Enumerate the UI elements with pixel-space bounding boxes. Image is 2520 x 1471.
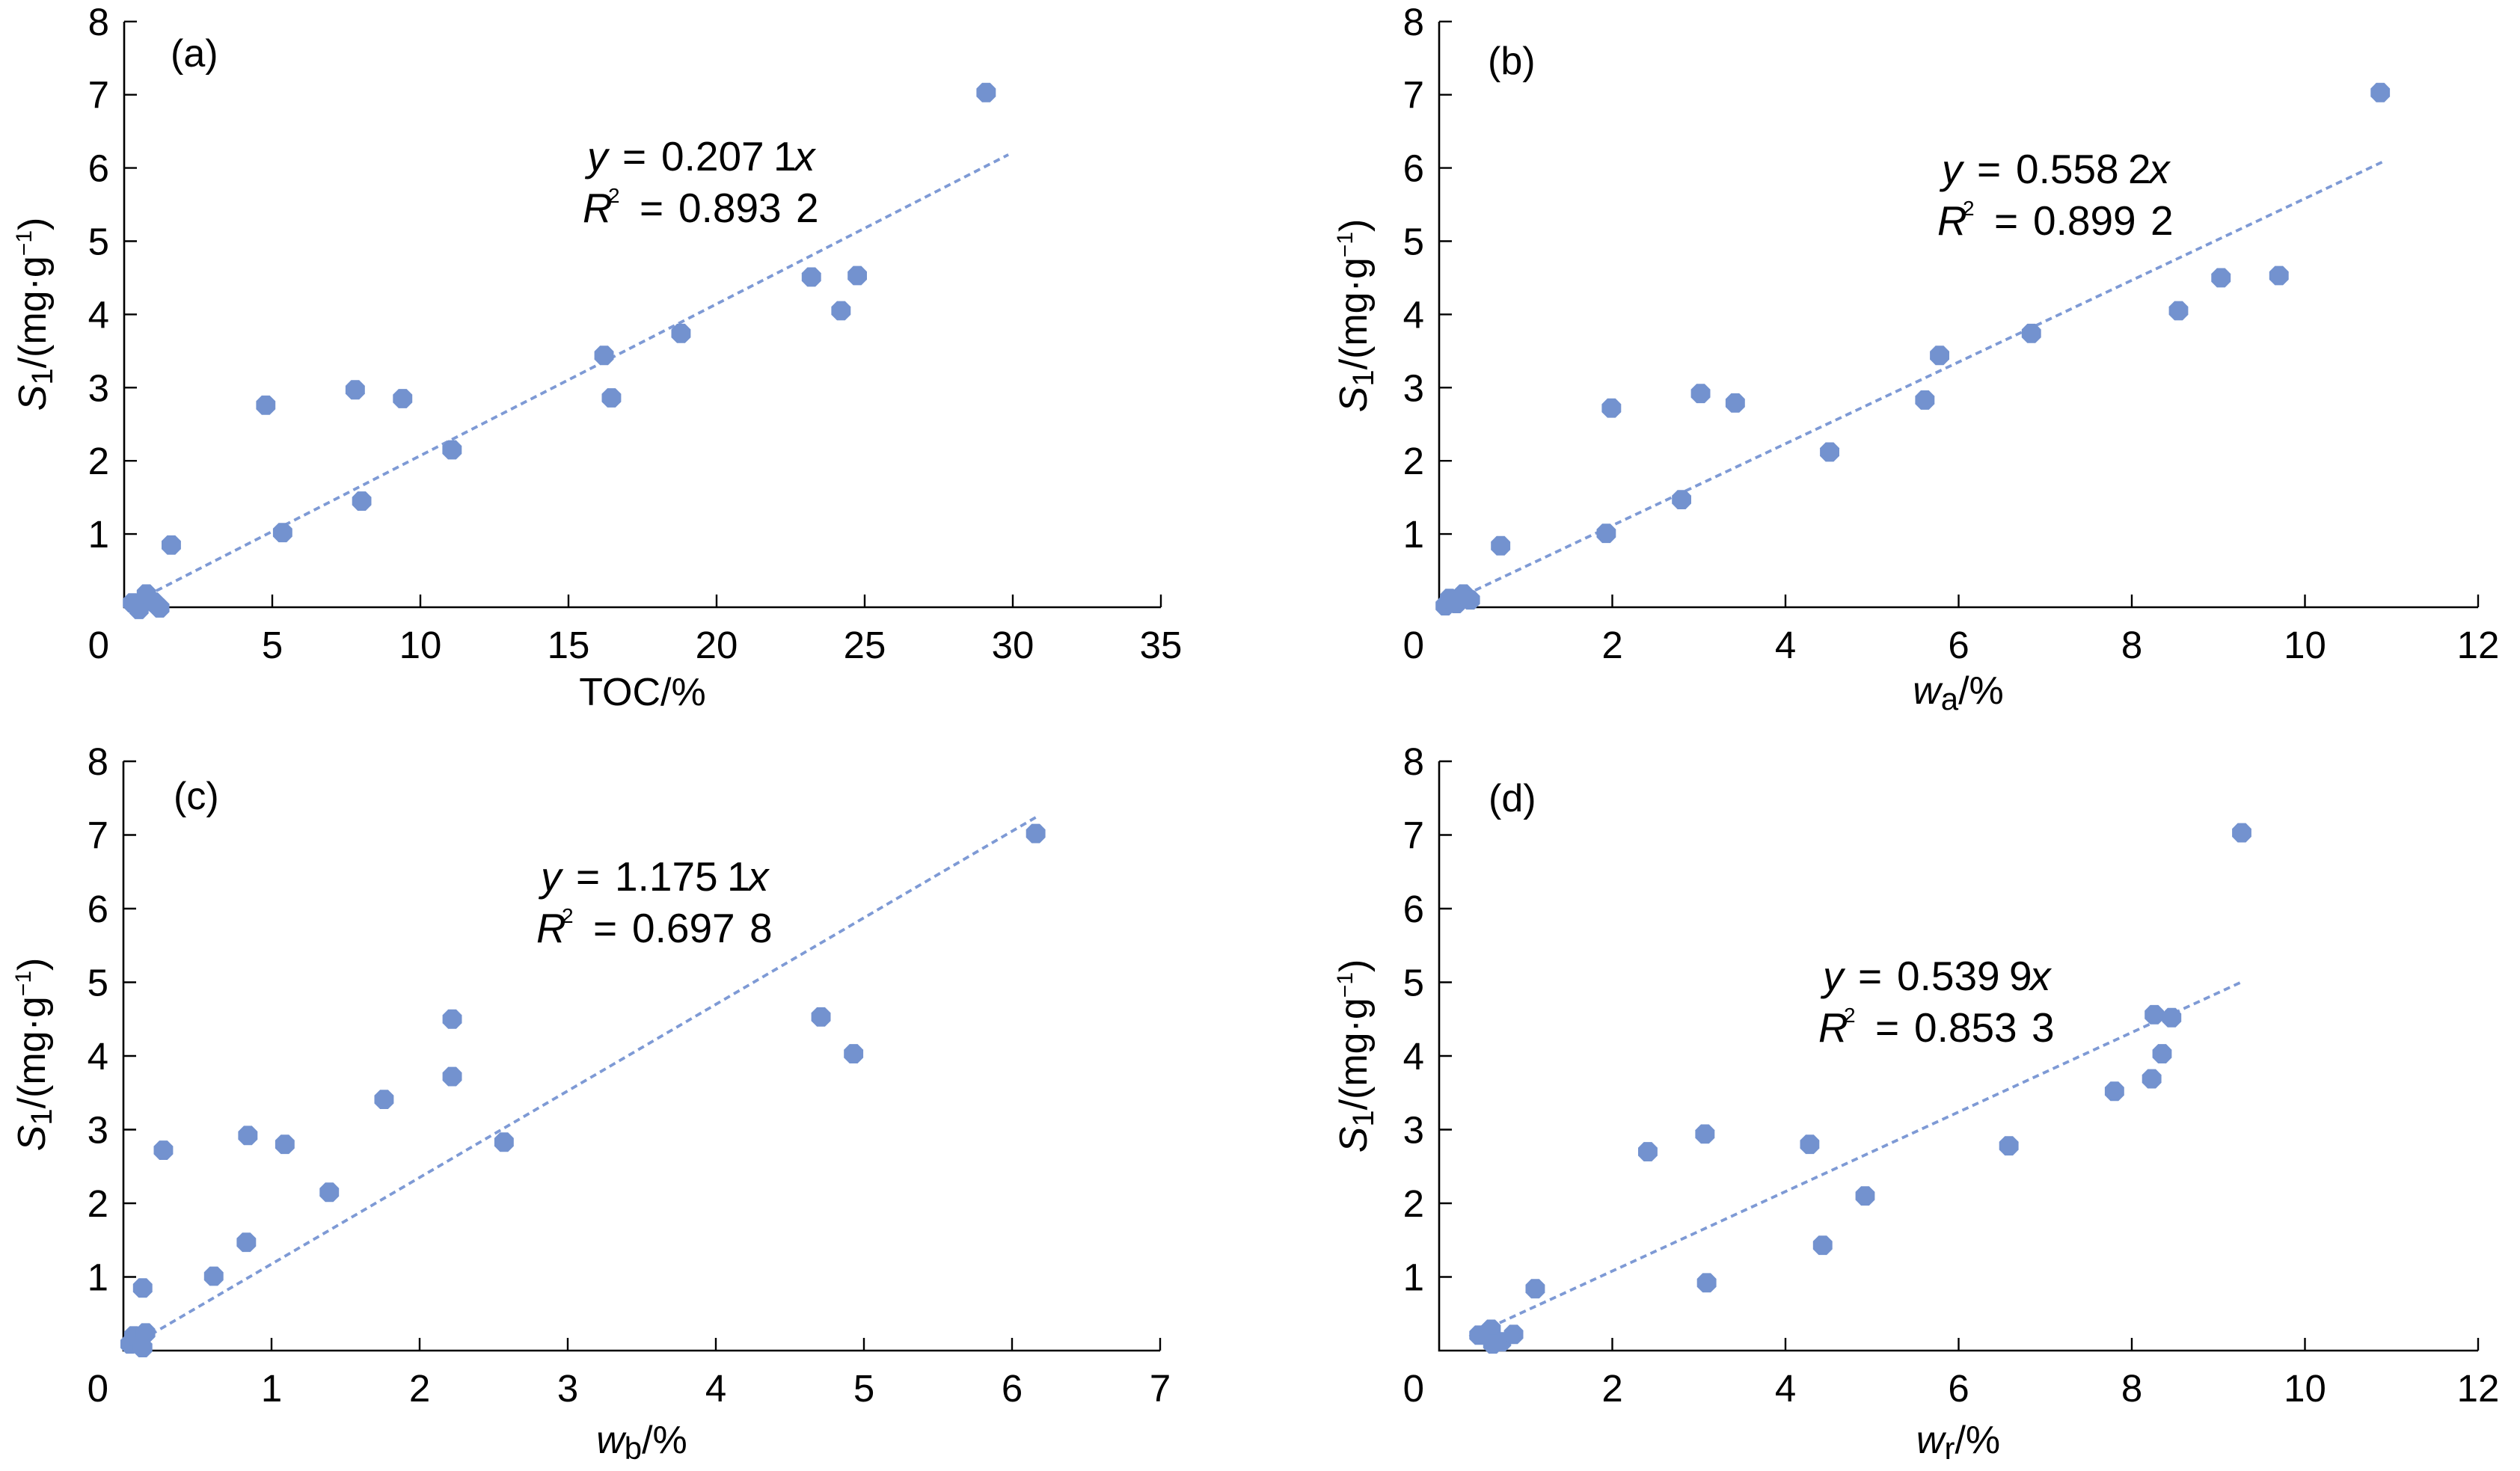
svg-text:5: 5: [1403, 221, 1424, 263]
svg-text:15: 15: [548, 624, 590, 666]
svg-text:12: 12: [2457, 1367, 2500, 1410]
svg-text:7: 7: [1403, 814, 1424, 857]
svg-text:S1/(mg·g−1): S1/(mg·g−1): [11, 218, 59, 411]
svg-text:4: 4: [705, 1367, 726, 1410]
svg-text:4: 4: [88, 293, 109, 336]
svg-text:10: 10: [2284, 1367, 2326, 1410]
svg-text:0: 0: [88, 624, 109, 666]
svg-text:0: 0: [1403, 1367, 1424, 1410]
svg-text:8: 8: [2121, 624, 2142, 666]
svg-text:6: 6: [88, 888, 108, 930]
svg-text:8: 8: [88, 740, 108, 783]
svg-text:3: 3: [557, 1367, 578, 1410]
svg-text:1: 1: [88, 513, 109, 556]
svg-text:2: 2: [1403, 440, 1424, 482]
svg-text:4: 4: [88, 1035, 108, 1078]
svg-text:7: 7: [88, 814, 108, 857]
svg-text:0: 0: [1403, 624, 1424, 666]
svg-text:3: 3: [88, 1109, 108, 1152]
svg-text:4: 4: [1403, 293, 1424, 336]
svg-text:S1/(mg·g−1): S1/(mg·g−1): [10, 958, 58, 1152]
svg-text:5: 5: [1403, 962, 1424, 1004]
svg-text:(c): (c): [174, 775, 219, 818]
svg-text:7: 7: [1150, 1367, 1171, 1410]
svg-text:4: 4: [1775, 1367, 1796, 1410]
svg-text:5: 5: [88, 221, 109, 263]
svg-text:30: 30: [992, 624, 1034, 666]
svg-text:20: 20: [696, 624, 738, 666]
svg-text:6: 6: [1002, 1367, 1023, 1410]
svg-text:(a): (a): [171, 32, 218, 76]
svg-text:8: 8: [88, 1, 109, 43]
svg-text:10: 10: [2284, 624, 2326, 666]
svg-text:0: 0: [88, 1367, 108, 1410]
svg-text:8: 8: [2121, 1367, 2142, 1410]
svg-text:1: 1: [1403, 513, 1424, 556]
svg-text:8: 8: [1403, 740, 1424, 783]
svg-text:6: 6: [1948, 624, 1969, 666]
svg-text:TOC/%: TOC/%: [579, 671, 706, 714]
svg-text:12: 12: [2457, 624, 2500, 666]
svg-text:6: 6: [1403, 147, 1424, 190]
svg-text:5: 5: [262, 624, 283, 666]
svg-text:1: 1: [1403, 1256, 1424, 1299]
svg-text:2: 2: [1601, 1367, 1622, 1410]
svg-text:wb/%: wb/%: [596, 1419, 687, 1466]
svg-text:25: 25: [844, 624, 886, 666]
svg-text:4: 4: [1775, 624, 1796, 666]
svg-text:(b): (b): [1488, 40, 1536, 83]
svg-text:5: 5: [88, 962, 108, 1004]
svg-text:3: 3: [1403, 1109, 1424, 1152]
svg-text:wa/%: wa/%: [1913, 669, 2004, 716]
svg-text:35: 35: [1140, 624, 1183, 666]
svg-text:5: 5: [853, 1367, 874, 1410]
svg-text:1: 1: [88, 1256, 108, 1299]
svg-text:(d): (d): [1489, 777, 1536, 820]
svg-text:4: 4: [1403, 1035, 1424, 1078]
svg-text:2: 2: [88, 1182, 108, 1225]
svg-text:2: 2: [1601, 624, 1622, 666]
svg-text:6: 6: [88, 147, 109, 190]
svg-text:wr/%: wr/%: [1916, 1419, 2000, 1466]
svg-text:6: 6: [1403, 888, 1424, 930]
svg-text:8: 8: [1403, 1, 1424, 43]
svg-text:7: 7: [1403, 74, 1424, 117]
svg-text:7: 7: [88, 74, 109, 117]
svg-text:6: 6: [1948, 1367, 1969, 1410]
svg-text:S1/(mg·g−1): S1/(mg·g−1): [1332, 219, 1380, 413]
svg-text:10: 10: [399, 624, 442, 666]
svg-text:2: 2: [1403, 1182, 1424, 1225]
svg-text:3: 3: [88, 366, 109, 409]
svg-text:3: 3: [1403, 366, 1424, 409]
svg-text:2: 2: [409, 1367, 430, 1410]
svg-text:2: 2: [88, 440, 109, 482]
svg-text:S1/(mg·g−1): S1/(mg·g−1): [1332, 959, 1380, 1153]
svg-text:1: 1: [261, 1367, 282, 1410]
